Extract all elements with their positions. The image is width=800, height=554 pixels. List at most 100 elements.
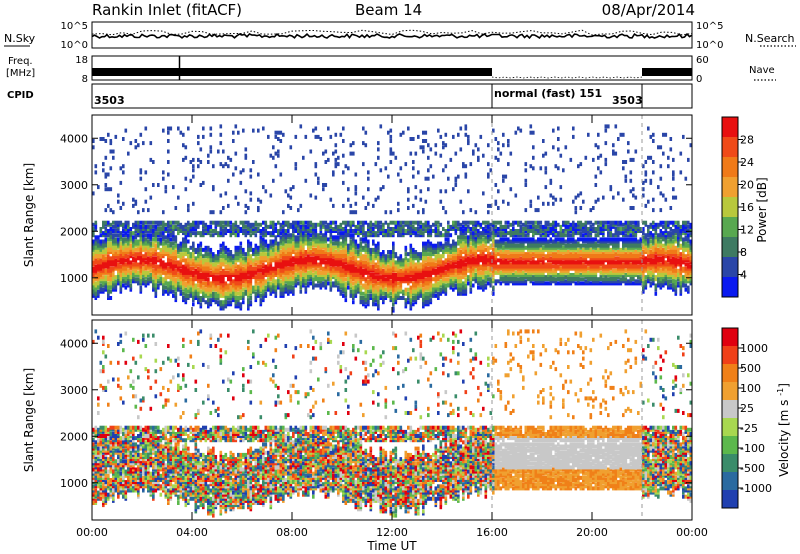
- power-cell: [464, 241, 468, 246]
- power-cell: [289, 281, 293, 286]
- power-cell: [217, 254, 220, 259]
- power-cell: [252, 231, 255, 236]
- power-cell: [154, 273, 158, 277]
- power-cell: [342, 247, 345, 252]
- power-cell: [357, 245, 360, 250]
- power-cell: [349, 285, 353, 290]
- power-cell: [229, 262, 233, 267]
- power-cell: [377, 141, 380, 146]
- power-cell: [447, 241, 450, 246]
- power-cell: [392, 287, 395, 292]
- power-cell: [132, 245, 135, 250]
- power-cell: [264, 252, 268, 257]
- power-cell: [312, 222, 315, 227]
- power-cell: [332, 151, 335, 156]
- power-cell: [347, 273, 350, 277]
- power-cell: [132, 266, 135, 271]
- power-cell: [419, 231, 423, 236]
- power-cell: [439, 283, 443, 288]
- power-cell: [402, 270, 405, 275]
- power-cell: [147, 266, 150, 271]
- power-cell: [174, 296, 178, 300]
- power-cell: [139, 277, 143, 282]
- power-cell: [347, 250, 350, 254]
- power-cell: [187, 254, 190, 259]
- power-cell: [404, 298, 408, 303]
- power-cell: [317, 233, 320, 238]
- power-cell: [234, 298, 238, 303]
- power-cell: [269, 243, 273, 248]
- power-cell: [227, 291, 230, 296]
- power-cell: [354, 172, 358, 177]
- power-cell: [127, 245, 130, 250]
- power-cell: [287, 268, 290, 273]
- power-cell: [359, 237, 363, 242]
- power-cell: [249, 285, 253, 290]
- power-cell: [307, 243, 310, 248]
- power-cell: [182, 245, 185, 250]
- power-cell: [137, 231, 140, 236]
- power-cell: [222, 149, 225, 154]
- power-cell: [267, 264, 270, 269]
- power-cell: [302, 245, 305, 250]
- power-cell: [112, 277, 115, 282]
- power-cell: [124, 128, 128, 133]
- power-cell: [272, 250, 275, 254]
- power-cell: [409, 285, 413, 290]
- power-cell: [104, 172, 108, 177]
- power-cell: [124, 222, 128, 227]
- power-cell: [342, 227, 345, 231]
- power-cell: [369, 273, 373, 277]
- power-cell: [269, 220, 273, 225]
- power-cell: [269, 193, 273, 198]
- power-cell: [404, 300, 408, 305]
- power-cell: [192, 174, 195, 179]
- power-cell: [167, 266, 170, 271]
- power-cell: [264, 268, 268, 273]
- power-cell: [504, 252, 508, 257]
- power-cell: [337, 243, 340, 248]
- power-cell: [344, 273, 348, 277]
- power-cell: [269, 239, 273, 244]
- power-cell: [284, 229, 288, 233]
- power-cell: [227, 260, 230, 265]
- power-cell: [259, 266, 263, 271]
- power-cell: [122, 201, 125, 206]
- power-cell: [302, 273, 305, 277]
- power-cell: [94, 260, 98, 265]
- power-cell: [504, 270, 508, 275]
- power-cell: [352, 237, 355, 242]
- power-cell: [377, 224, 380, 229]
- power-cell: [367, 239, 370, 244]
- power-cell: [154, 285, 158, 290]
- power-cell: [452, 239, 455, 244]
- power-cell: [372, 293, 375, 298]
- power-cell: [459, 268, 463, 273]
- power-cell: [154, 239, 158, 244]
- power-cell: [172, 247, 175, 252]
- power-cell: [227, 252, 230, 257]
- power-cell: [107, 281, 110, 286]
- power-cell: [509, 252, 513, 257]
- power-cell: [244, 262, 248, 267]
- power-cell: [492, 247, 495, 252]
- power-cell: [457, 252, 460, 257]
- power-cell: [124, 250, 128, 254]
- power-cell: [397, 285, 400, 290]
- power-cell: [497, 247, 500, 252]
- power-cell: [129, 285, 133, 290]
- power-cell: [222, 243, 225, 248]
- power-cell: [214, 262, 218, 267]
- power-cell: [184, 258, 188, 263]
- power-cell: [167, 247, 170, 252]
- power-cell: [377, 245, 380, 250]
- power-cell: [329, 283, 333, 288]
- power-cell: [419, 287, 423, 292]
- power-cell: [464, 164, 468, 169]
- power-cell: [134, 233, 138, 238]
- power-cell: [164, 185, 168, 190]
- power-cell: [374, 256, 378, 261]
- power-cell: [449, 264, 453, 269]
- power-cell: [409, 233, 413, 238]
- power-cell: [127, 220, 130, 225]
